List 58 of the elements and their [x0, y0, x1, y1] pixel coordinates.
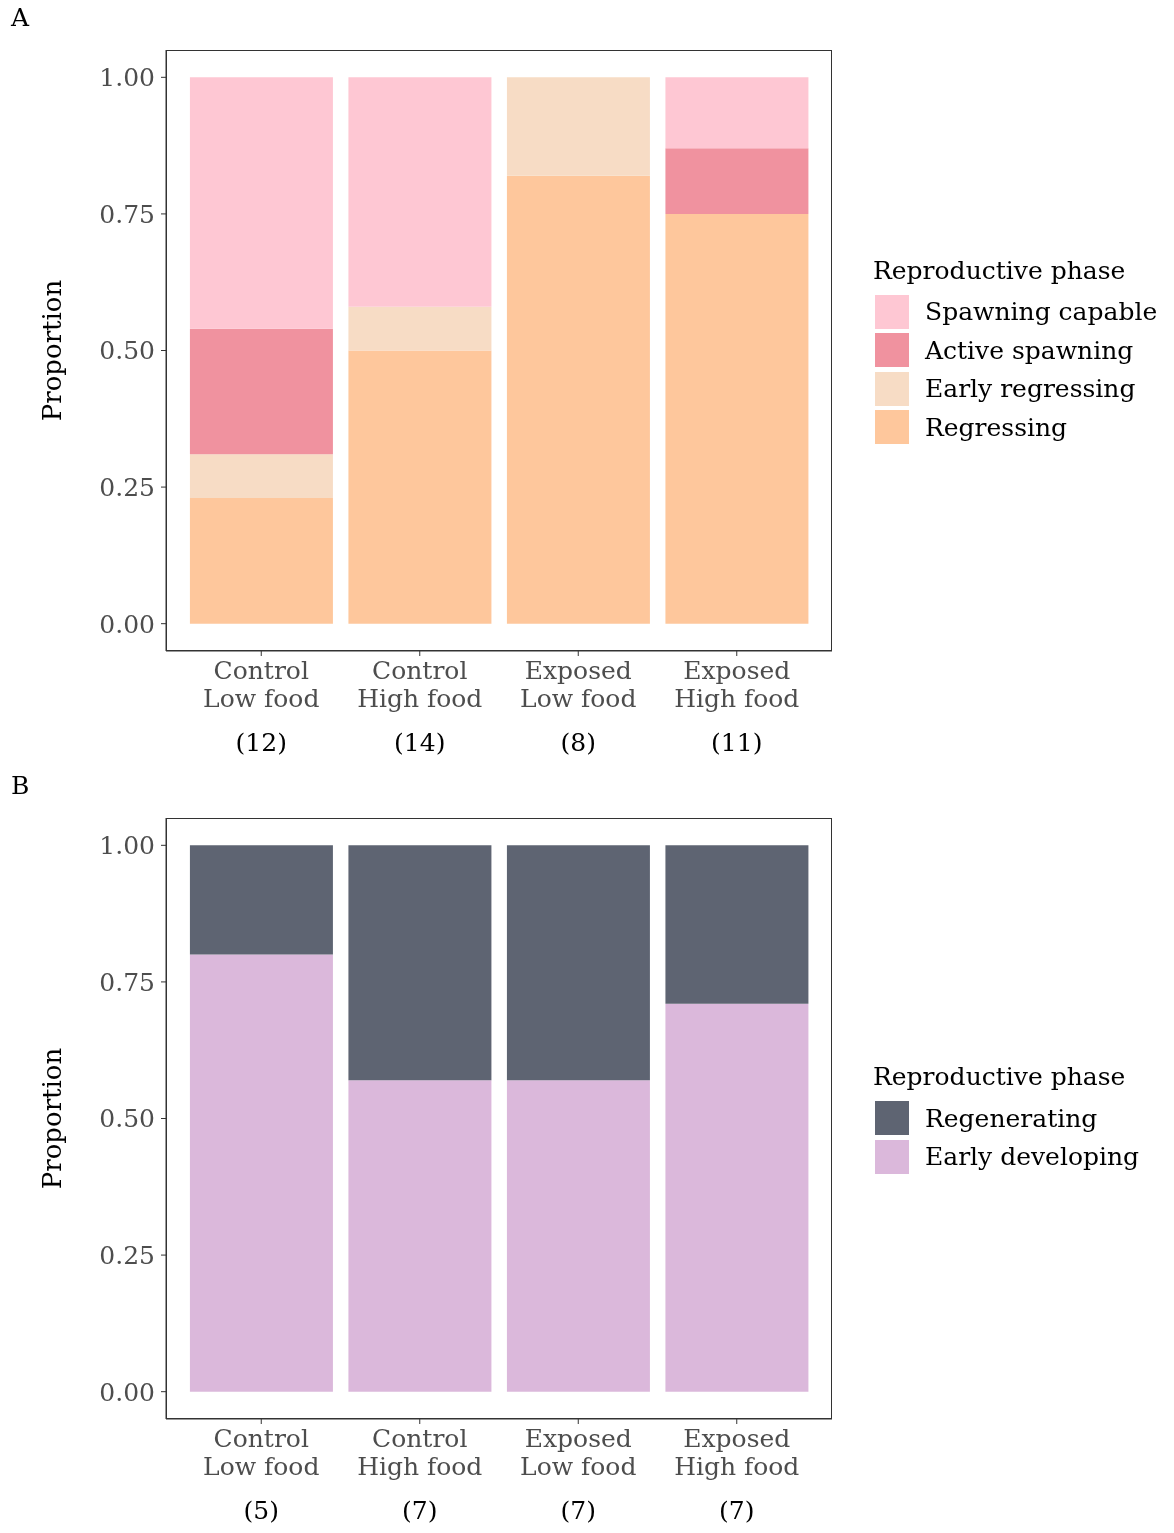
x-tick-label: Control High food: [357, 656, 483, 713]
x-tick-label: Control Low food: [203, 1424, 320, 1481]
text: (5): [242, 1496, 280, 1526]
bar: [189, 498, 333, 624]
y-tick-label: 1.00: [99, 831, 155, 861]
text: (7): [559, 1496, 597, 1526]
legend-label: Active spawning: [925, 335, 1134, 365]
y-tick-label: 1.00: [99, 63, 155, 93]
y-tick-label: 0.25: [99, 1240, 155, 1270]
chart-title: B: [11, 770, 30, 802]
legend-title: Reproductive phase: [873, 1061, 1127, 1093]
bar: [506, 845, 650, 1081]
text: (8): [559, 728, 597, 758]
bar: [506, 1080, 650, 1392]
bar: [348, 845, 492, 1081]
legend-label: Regressing: [925, 412, 1068, 442]
bar: [665, 148, 809, 214]
y-tick-label: 0.75: [99, 199, 155, 229]
bar: [348, 1080, 492, 1392]
y-axis-title: Proportion: [37, 279, 68, 422]
y-tick-label: 0.50: [99, 336, 155, 366]
legend-label: Early developing: [925, 1142, 1140, 1172]
bar: [348, 350, 492, 624]
y-tick-label: 0.25: [99, 472, 155, 502]
bar: [665, 845, 809, 1004]
y-axis-title: Proportion: [37, 1047, 68, 1190]
y-tick-label: 0.50: [99, 1104, 155, 1134]
text: (12): [234, 728, 288, 758]
bar: [189, 77, 333, 329]
x-tick-label: Exposed High food: [674, 1424, 800, 1481]
y-tick-label: 0.00: [99, 1377, 155, 1407]
bar: [348, 77, 492, 307]
text: (14): [393, 728, 447, 758]
bar: [665, 1003, 809, 1392]
legend-label: Spawning capable: [925, 297, 1158, 327]
x-tick-label: Control High food: [357, 1424, 483, 1481]
bar: [189, 454, 333, 499]
y-tick-label: 0.75: [99, 967, 155, 997]
bar: [506, 77, 650, 176]
text: (7): [718, 1496, 756, 1526]
y-tick-label: 0.00: [99, 609, 155, 639]
bar: [665, 213, 809, 624]
bar: [348, 306, 492, 351]
text: (11): [710, 728, 764, 758]
legend-title: Reproductive phase: [873, 254, 1127, 287]
bar: [189, 954, 333, 1392]
x-tick-label: Exposed Low food: [520, 1424, 637, 1481]
bar: [665, 77, 809, 149]
legend-label: Regenerating: [925, 1103, 1098, 1133]
chart-title: A: [11, 2, 30, 34]
text: (7): [401, 1496, 439, 1526]
x-tick-label: Exposed High food: [674, 656, 800, 713]
bar: [506, 175, 650, 624]
bar: [189, 328, 333, 455]
x-tick-label: Control Low food: [203, 656, 320, 713]
x-tick-label: Exposed Low food: [520, 656, 637, 713]
bar: [189, 845, 333, 955]
legend-label: Early regressing: [925, 374, 1136, 404]
